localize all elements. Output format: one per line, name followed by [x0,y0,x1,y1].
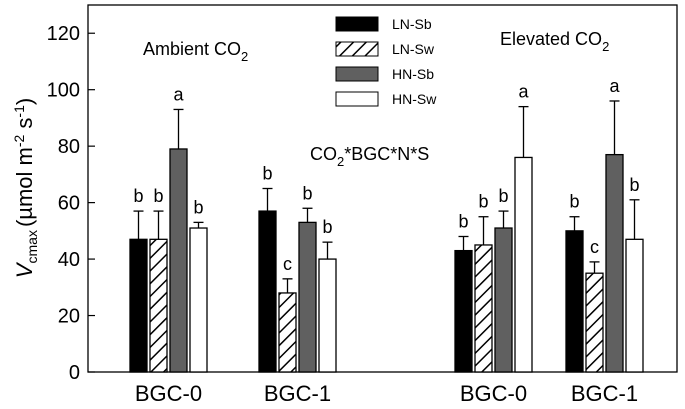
bar-hn-sw-group-3 [514,156,533,373]
y-tick-label: 120 [47,23,80,45]
legend-label-ln-sw: LN-Sw [392,41,435,57]
bar-ln-sw-group-1 [149,238,168,373]
x-category-label: BGC-0 [135,381,202,406]
significance-letter: b [193,197,203,217]
bar-ln-sw-group-2 [278,292,297,373]
significance-letter: b [478,192,488,212]
x-category-label: BGC-1 [571,381,638,406]
bar-hn-sw-group-1 [189,227,208,373]
significance-letter: b [262,164,272,184]
significance-letter: c [283,254,292,274]
bar-hn-sw-group-4 [625,238,644,373]
bar-ln-sb-group-3 [454,249,473,373]
bar-hn-sb-group-2 [298,221,317,373]
significance-letter: a [173,84,184,104]
legend-label-hn-sb: HN-Sb [392,66,434,82]
y-tick-label: 0 [69,362,80,384]
legend-label-ln-sb: LN-Sb [392,16,432,32]
bar-hn-sb-group-1 [169,148,188,373]
y-tick-label: 60 [58,193,80,215]
y-axis-label: Vcmax(µmol m-2 s-1) [11,98,40,278]
bar-hn-sb-group-3 [494,227,513,373]
x-category-label: BGC-0 [460,381,527,406]
bar-ln-sb-group-1 [129,238,148,373]
panel-label-elevated: Elevated CO2 [500,29,609,54]
y-axis: 0 20 40 60 80 100 120 [47,23,95,384]
y-tick-label: 40 [58,249,80,271]
interaction-annotation: CO2*BGC*N*S [310,144,429,169]
x-axis: BGC-0 BGC-1 BGC-0 BGC-1 [135,381,638,406]
y-tick-label: 20 [58,306,80,328]
bar-hn-sw-group-2 [318,258,337,373]
x-category-label: BGC-1 [264,381,331,406]
significance-letter: b [498,186,508,206]
significance-letter: b [322,217,332,237]
significance-letter: a [609,76,620,96]
bar-hn-sb-group-4 [605,153,624,373]
legend-label-hn-sw: HN-Sw [392,91,437,107]
bar-ln-sb-group-4 [565,230,584,373]
significance-letter: c [590,237,599,257]
plot-frame [87,4,678,373]
significance-letter: b [458,211,468,231]
bar-ln-sb-group-2 [258,210,277,373]
bar-ln-sw-group-3 [474,244,493,373]
significance-letter: b [629,175,639,195]
y-tick-label: 100 [47,80,80,102]
significance-letter: b [153,186,163,206]
significance-letter: a [518,82,529,102]
bar-ln-sw-group-4 [585,272,604,373]
significance-letter: b [133,186,143,206]
panel-label-ambient: Ambient CO2 [143,39,248,64]
significance-letter: b [569,192,579,212]
y-tick-label: 80 [58,136,80,158]
legend: LN-Sb LN-Sw HN-Sb HN-Sw [335,16,437,107]
significance-letter: b [302,183,312,203]
